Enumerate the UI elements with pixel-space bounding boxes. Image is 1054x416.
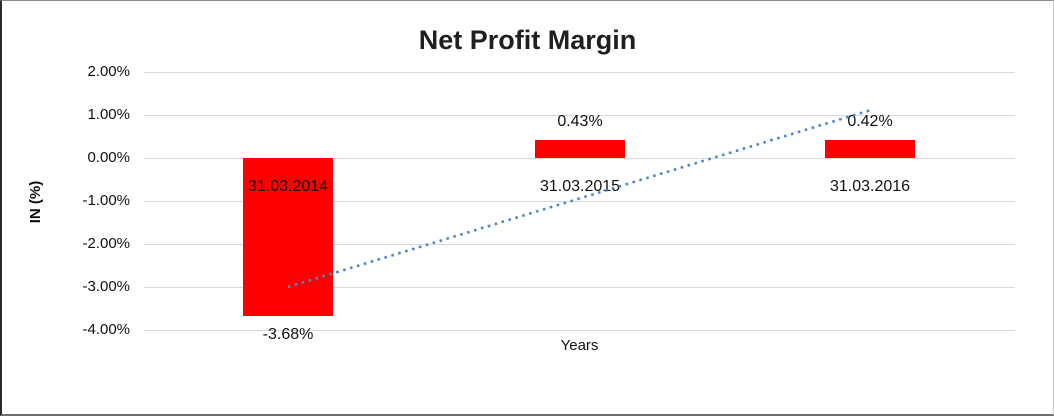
category-label: 31.03.2015: [539, 178, 621, 195]
y-tick-label: 2.00%: [87, 63, 130, 80]
bar-31.03.2015: [535, 139, 625, 158]
y-tick-label: -2.00%: [82, 235, 130, 252]
chart-title: Net Profit Margin: [418, 25, 637, 55]
value-label: -3.68%: [262, 326, 314, 344]
category-label: 31.03.2016: [829, 178, 911, 195]
y-axis-title: IN (%): [27, 180, 44, 224]
y-tick-label: 1.00%: [87, 106, 130, 123]
bar-31.03.2016: [825, 139, 915, 158]
value-label: 0.42%: [847, 112, 893, 130]
y-tick-label: -3.00%: [82, 278, 130, 295]
gridline: [144, 330, 1015, 331]
gridline: [144, 72, 1015, 73]
y-tick-label: -4.00%: [82, 321, 130, 338]
category-label: 31.03.2014: [247, 178, 329, 195]
y-tick-label: -1.00%: [82, 192, 130, 209]
trendline: [287, 109, 871, 289]
value-label: 0.43%: [557, 112, 603, 130]
y-tick-label: 0.00%: [87, 149, 130, 166]
x-axis-title: Years: [560, 337, 599, 354]
